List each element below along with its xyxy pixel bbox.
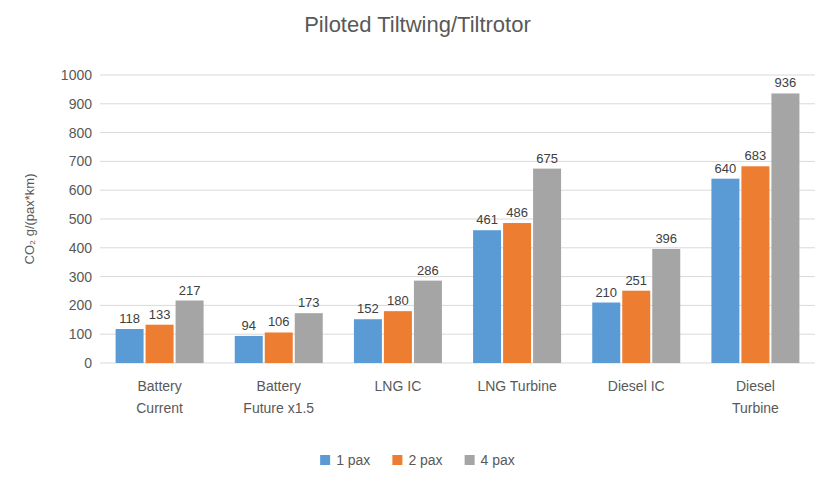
data-label: 210 — [595, 285, 617, 300]
bar — [414, 281, 442, 363]
x-tick-label: Diesel IC — [608, 378, 665, 394]
bar — [384, 311, 412, 363]
data-label: 486 — [506, 205, 528, 220]
bars — [116, 93, 800, 363]
data-label: 251 — [625, 273, 647, 288]
y-tick-label: 200 — [69, 297, 93, 313]
data-label: 461 — [476, 212, 498, 227]
bar — [176, 301, 204, 363]
data-label: 675 — [536, 151, 558, 166]
bar — [592, 303, 620, 363]
data-label: 396 — [655, 231, 677, 246]
data-label: 133 — [149, 307, 171, 322]
bar — [771, 93, 799, 363]
y-tick-label: 100 — [69, 326, 93, 342]
y-tick-label: 1000 — [61, 67, 92, 83]
legend-swatch — [320, 455, 330, 465]
bar — [533, 169, 561, 363]
data-label: 180 — [387, 293, 409, 308]
y-tick-label: 700 — [69, 153, 93, 169]
grid-line — [100, 132, 815, 133]
y-tick-label: 300 — [69, 269, 93, 285]
data-label: 936 — [775, 75, 797, 90]
grid-line — [100, 161, 815, 162]
legend-label: 2 pax — [408, 452, 442, 468]
bar — [295, 313, 323, 363]
legend-swatch — [465, 455, 475, 465]
bar — [503, 223, 531, 363]
x-tick-label: BatteryFuture x1.5 — [243, 378, 314, 416]
y-tick-label: 900 — [69, 96, 93, 112]
x-tick-label: LNG IC — [375, 378, 422, 394]
y-axis-label: CO₂ g/(pax*km) — [22, 173, 37, 264]
y-tick-label: 500 — [69, 211, 93, 227]
data-label: 118 — [119, 311, 140, 326]
grid-line — [100, 103, 815, 104]
grid-line — [100, 305, 815, 306]
bar — [652, 249, 680, 363]
grid-line — [100, 219, 815, 220]
legend: 1 pax 2 pax 4 pax — [320, 452, 515, 468]
x-tick-label: LNG Turbine — [477, 378, 557, 394]
y-tick-label: 600 — [69, 182, 93, 198]
data-label: 683 — [745, 148, 767, 163]
grid-line — [100, 190, 815, 191]
data-label: 94 — [242, 318, 256, 333]
data-label: 640 — [715, 161, 737, 176]
bar — [265, 332, 293, 363]
grid-line — [100, 276, 815, 277]
legend-label: 1 pax — [336, 452, 370, 468]
data-label: 106 — [268, 314, 290, 329]
data-label: 173 — [298, 295, 320, 310]
bar — [146, 325, 174, 363]
legend-swatch — [392, 455, 402, 465]
grid-line — [100, 75, 815, 76]
bar — [741, 166, 769, 363]
bar — [354, 319, 382, 363]
data-labels: 118 94 152 461 210 640 133 106 180 486 251 683 217 17… — [119, 75, 796, 332]
chart: Piloted Tiltwing/Tiltrotor CO₂ g/(pax*km)… — [0, 0, 835, 485]
y-tick-label: 400 — [69, 240, 93, 256]
grid-line — [100, 334, 815, 335]
bar — [622, 291, 650, 363]
bar — [116, 329, 144, 363]
title: Piloted Tiltwing/Tiltrotor — [304, 12, 531, 37]
grid-line — [100, 247, 815, 248]
x-tick-label: BatteryCurrent — [136, 378, 183, 416]
data-label: 152 — [357, 301, 379, 316]
bar — [473, 230, 501, 363]
grid-line — [100, 363, 815, 364]
bar — [235, 336, 263, 363]
x-tick-label: DieselTurbine — [732, 378, 779, 416]
legend-label: 4 pax — [481, 452, 515, 468]
y-tick-label: 0 — [84, 355, 92, 371]
data-label: 286 — [417, 263, 439, 278]
y-tick-label: 800 — [69, 125, 93, 141]
data-label: 217 — [179, 283, 201, 298]
bar — [711, 179, 739, 363]
